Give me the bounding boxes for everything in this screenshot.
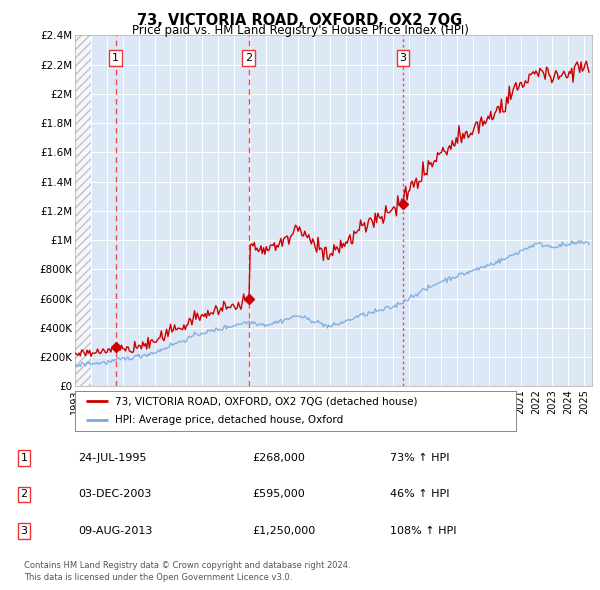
Text: 1: 1 (112, 53, 119, 63)
Text: HPI: Average price, detached house, Oxford: HPI: Average price, detached house, Oxfo… (115, 415, 343, 425)
Text: 2: 2 (245, 53, 253, 63)
Text: £1,250,000: £1,250,000 (252, 526, 315, 536)
Text: Price paid vs. HM Land Registry's House Price Index (HPI): Price paid vs. HM Land Registry's House … (131, 24, 469, 37)
Text: 2: 2 (20, 490, 28, 499)
Text: £268,000: £268,000 (252, 453, 305, 463)
Text: 73, VICTORIA ROAD, OXFORD, OX2 7QG (detached house): 73, VICTORIA ROAD, OXFORD, OX2 7QG (deta… (115, 396, 417, 407)
Bar (75, 35, 91, 386)
Text: Contains HM Land Registry data © Crown copyright and database right 2024.: Contains HM Land Registry data © Crown c… (24, 560, 350, 570)
Text: 73% ↑ HPI: 73% ↑ HPI (390, 453, 449, 463)
Text: 73, VICTORIA ROAD, OXFORD, OX2 7QG: 73, VICTORIA ROAD, OXFORD, OX2 7QG (137, 13, 463, 28)
Text: 1: 1 (20, 453, 28, 463)
Text: 09-AUG-2013: 09-AUG-2013 (78, 526, 152, 536)
Text: 46% ↑ HPI: 46% ↑ HPI (390, 490, 449, 499)
Text: 24-JUL-1995: 24-JUL-1995 (78, 453, 146, 463)
Text: 3: 3 (400, 53, 406, 63)
Text: 3: 3 (20, 526, 28, 536)
Text: 108% ↑ HPI: 108% ↑ HPI (390, 526, 457, 536)
Text: 03-DEC-2003: 03-DEC-2003 (78, 490, 151, 499)
Text: This data is licensed under the Open Government Licence v3.0.: This data is licensed under the Open Gov… (24, 572, 292, 582)
Text: £595,000: £595,000 (252, 490, 305, 499)
